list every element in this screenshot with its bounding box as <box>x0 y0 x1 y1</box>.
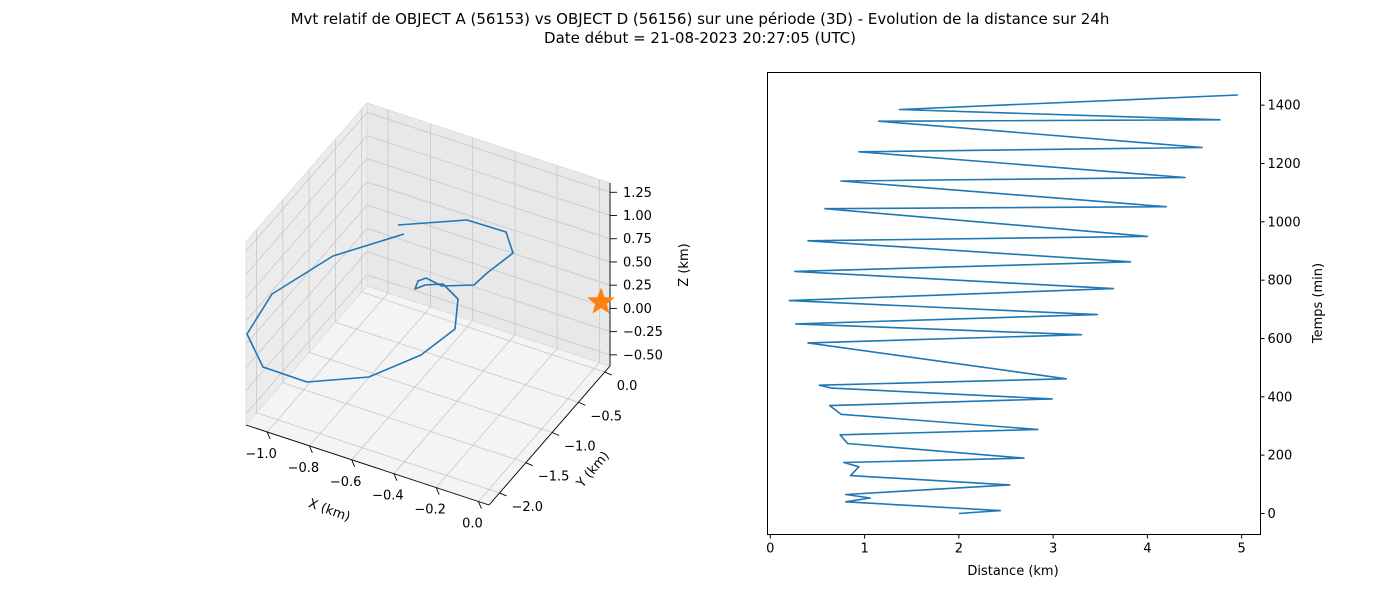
z-grid-back <box>366 251 611 333</box>
z-tick-label: 0.00 <box>623 302 652 317</box>
x-tick-label: −1.0 <box>245 447 277 462</box>
y-grid-floor <box>335 321 579 403</box>
x-tick-label: 4 <box>1143 542 1151 557</box>
x-grid-floor <box>435 348 558 488</box>
y-grid-floor <box>282 382 526 464</box>
x-tick-label: −0.2 <box>414 503 446 518</box>
x-tick-label: 3 <box>1049 542 1057 557</box>
y-tick-label: 200 <box>1268 449 1293 464</box>
plot-distance-vs-time: 0 1 2 3 4 5 0 200 400 600 800 1000 1200 1400 Distance… <box>766 72 1326 579</box>
y-tick-mark <box>525 462 534 467</box>
trajectory-line <box>246 219 514 383</box>
z-tick-label: 0.75 <box>623 232 652 247</box>
z-tick-label: −0.50 <box>623 348 663 363</box>
plot-3d-trajectory: −1.0 −0.8 −0.6 −0.4 −0.2 0.0 0.0 −0.5 −1.0 −1.5 −2… <box>245 101 692 532</box>
x-tick-mark <box>308 445 313 454</box>
figure-title: Mvt relatif de OBJECT A (56153) vs OBJEC… <box>0 10 1400 48</box>
x-grid-floor <box>266 292 389 433</box>
x-tick-mark <box>435 487 440 495</box>
x-tick-label: 5 <box>1238 542 1246 557</box>
y-tick-label: 0 <box>1268 507 1276 522</box>
y-tick-label: 600 <box>1268 332 1293 347</box>
x-axis-label: X (km) <box>306 496 352 525</box>
z-grid-back <box>366 204 611 286</box>
y-tick-label: 1000 <box>1268 215 1301 230</box>
axis-group: −1.0 −0.8 −0.6 −0.4 −0.2 0.0 0.0 −0.5 −1.0 −1.5 −2… <box>245 183 663 532</box>
y-tick-mark <box>499 492 507 497</box>
y-grid-floor <box>256 412 500 494</box>
title-line-2: Date début = 21-08-2023 20:27:05 (UTC) <box>544 29 856 47</box>
x-tick-label: −0.6 <box>330 475 362 490</box>
z-grid-back <box>366 111 611 193</box>
grid-group <box>245 109 611 502</box>
y-tick-label: −0.5 <box>590 409 622 424</box>
y-tick-label: −1.0 <box>564 439 596 454</box>
z-grid-back <box>366 274 611 356</box>
y-tick-label: −2.0 <box>512 500 544 515</box>
x-axis-line <box>245 424 490 506</box>
y-axis-label: Temps (min) <box>1311 263 1326 344</box>
x-tick-mark <box>351 459 356 467</box>
y-grid-floor <box>361 291 605 373</box>
distance-series-line <box>788 94 1238 515</box>
y-axis-line <box>488 365 611 506</box>
pane-group <box>245 101 611 506</box>
data-group <box>246 219 615 383</box>
y-tick-mark <box>551 432 560 436</box>
z-tick-label: 1.25 <box>623 186 652 201</box>
title-line-1: Mvt relatif de OBJECT A (56153) vs OBJEC… <box>290 10 1110 28</box>
x-axis-label: Distance (km) <box>967 564 1058 579</box>
z-grid-left <box>245 135 368 275</box>
tick-group: 0 1 2 3 4 5 0 200 400 600 800 1000 1200 1400 <box>766 99 1300 557</box>
y-tick-label: 400 <box>1268 390 1293 405</box>
x-grid-floor <box>351 320 473 461</box>
x-tick-mark <box>478 501 482 509</box>
z-grid-back <box>366 228 611 309</box>
x-tick-mark <box>393 473 398 481</box>
z-tick-label: 1.00 <box>623 209 652 224</box>
plot-frame <box>767 72 1261 535</box>
x-tick-label: 1 <box>860 542 868 557</box>
x-tick-label: −0.4 <box>372 489 404 504</box>
y-tick-mark <box>578 401 586 406</box>
z-grid-left <box>245 158 368 298</box>
y-grid-floor <box>309 352 553 433</box>
x-tick-mark <box>266 431 271 440</box>
y-tick-label: −1.5 <box>538 470 570 485</box>
y-tick-mark <box>604 371 612 376</box>
z-grid-left <box>245 204 368 345</box>
z-grid-back <box>366 181 611 263</box>
z-tick-label: −0.25 <box>623 325 663 340</box>
z-grid-back <box>366 135 611 216</box>
x-tick-label: 0 <box>766 542 774 557</box>
z-grid-left <box>245 112 368 252</box>
origin-star-marker <box>587 287 615 314</box>
z-grid-left <box>245 181 368 322</box>
z-tick-label: 0.25 <box>623 279 652 294</box>
x-grid-floor <box>478 362 600 502</box>
z-grid-back <box>366 158 611 240</box>
y-tick-label: 0.0 <box>617 379 638 394</box>
z-axis-label: Z (km) <box>677 243 692 286</box>
x-tick-label: 2 <box>955 542 963 557</box>
y-tick-label: 1200 <box>1268 157 1301 172</box>
y-tick-label: 1400 <box>1268 99 1301 114</box>
z-tick-label: 0.50 <box>623 255 652 270</box>
x-tick-label: 0.0 <box>462 517 483 532</box>
y-tick-label: 800 <box>1268 274 1293 289</box>
x-tick-label: −0.8 <box>288 461 320 476</box>
x-grid-floor <box>393 334 516 474</box>
z-grid-left <box>245 274 368 415</box>
y-axis-label: Y (km) <box>573 449 612 492</box>
